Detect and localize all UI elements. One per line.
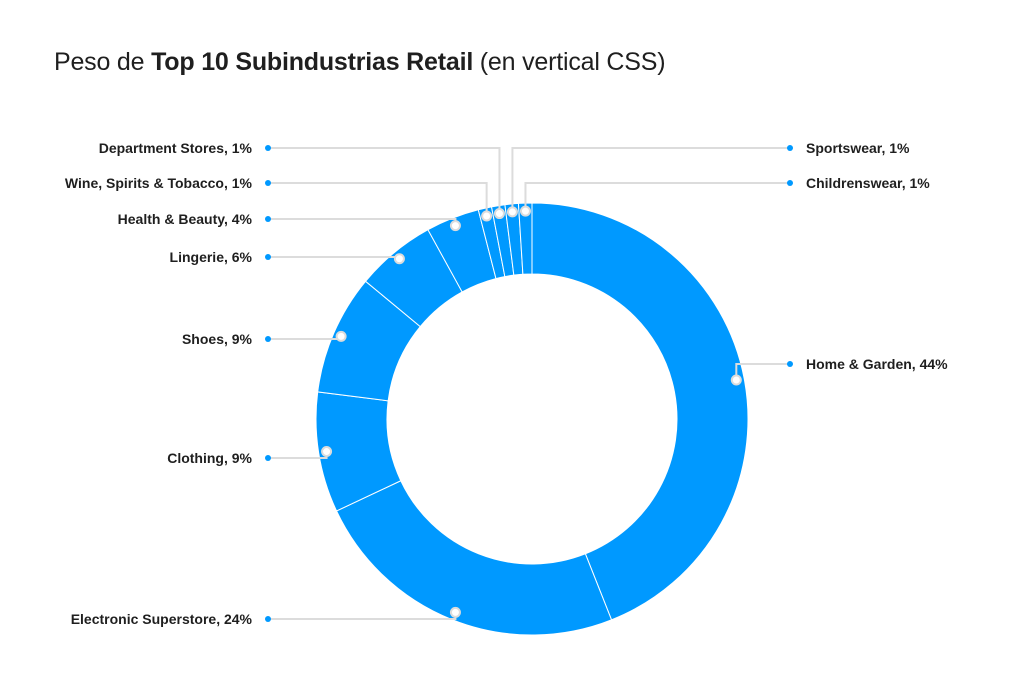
leader-line <box>268 451 328 459</box>
chart-title-bold: Top 10 Subindustrias Retail <box>151 48 474 76</box>
label-dot <box>787 361 793 367</box>
slice-label-clothing: Clothing, 9% <box>167 450 252 466</box>
labels-layer: Home & Garden, 44% Electronic Superstore,… <box>65 140 948 627</box>
leader-anchor <box>481 210 493 222</box>
label-group-clothing: Clothing, 9% <box>167 446 333 466</box>
slice-label-lingerie: Lingerie, 6% <box>170 249 253 265</box>
leader-anchor <box>449 606 461 618</box>
leader-line <box>268 182 488 217</box>
label-group-home-and-garden: Home & Garden, 44% <box>730 356 948 386</box>
leader-anchor <box>321 446 333 458</box>
slice-label-home-and-garden: Home & Garden, 44% <box>806 356 948 372</box>
chart-title-suffix: (en vertical CSS) <box>473 48 666 76</box>
label-dot <box>787 180 793 186</box>
leader-anchor <box>493 208 505 220</box>
slice-label-wine-spirits-and-tobacco: Wine, Spirits & Tobacco, 1% <box>65 175 253 191</box>
leader-anchor <box>335 330 347 342</box>
label-group-health-and-beauty: Health & Beauty, 4% <box>118 211 461 232</box>
label-dot <box>787 145 793 151</box>
leader-anchor <box>730 374 742 386</box>
label-dot <box>265 616 271 622</box>
label-group-lingerie: Lingerie, 6% <box>170 249 405 265</box>
chart-title-prefix: Peso de <box>54 48 152 76</box>
label-dot <box>265 254 271 260</box>
slice-home-and-garden[interactable] <box>531 202 749 621</box>
slice-label-electronic-superstore: Electronic Superstore, 24% <box>71 611 253 627</box>
slice-label-health-and-beauty: Health & Beauty, 4% <box>118 211 253 227</box>
label-dot <box>265 180 271 186</box>
leader-line <box>268 218 457 226</box>
label-dot <box>265 145 271 151</box>
slice-label-sportswear: Sportswear, 1% <box>806 140 910 156</box>
leader-anchor <box>449 220 461 232</box>
slice-electronic-superstore[interactable] <box>335 480 613 636</box>
slices-layer <box>315 202 749 636</box>
label-dot <box>265 455 271 461</box>
leader-line <box>524 182 790 212</box>
label-group-sportswear: Sportswear, 1% <box>506 140 910 218</box>
label-group-shoes: Shoes, 9% <box>182 330 347 347</box>
slice-childrenswear[interactable] <box>517 202 533 275</box>
slice-label-childrenswear: Childrenswear, 1% <box>806 175 930 191</box>
slice-label-department-stores: Department Stores, 1% <box>99 140 253 156</box>
label-dot <box>265 216 271 222</box>
leader-anchor <box>519 205 531 217</box>
leader-anchor <box>393 253 405 265</box>
leader-anchor <box>506 206 518 218</box>
slice-label-shoes: Shoes, 9% <box>182 331 253 347</box>
label-dot <box>265 336 271 342</box>
leader-line <box>268 612 457 620</box>
label-group-department-stores: Department Stores, 1% <box>99 140 505 220</box>
leader-line <box>511 147 790 212</box>
chart-title: Peso de Top 10 Subindustrias Retail (en … <box>54 48 666 77</box>
leader-line <box>268 147 501 214</box>
label-group-wine-spirits-and-tobacco: Wine, Spirits & Tobacco, 1% <box>65 175 493 222</box>
label-group-childrenswear: Childrenswear, 1% <box>519 175 930 217</box>
label-group-electronic-superstore: Electronic Superstore, 24% <box>71 606 461 627</box>
